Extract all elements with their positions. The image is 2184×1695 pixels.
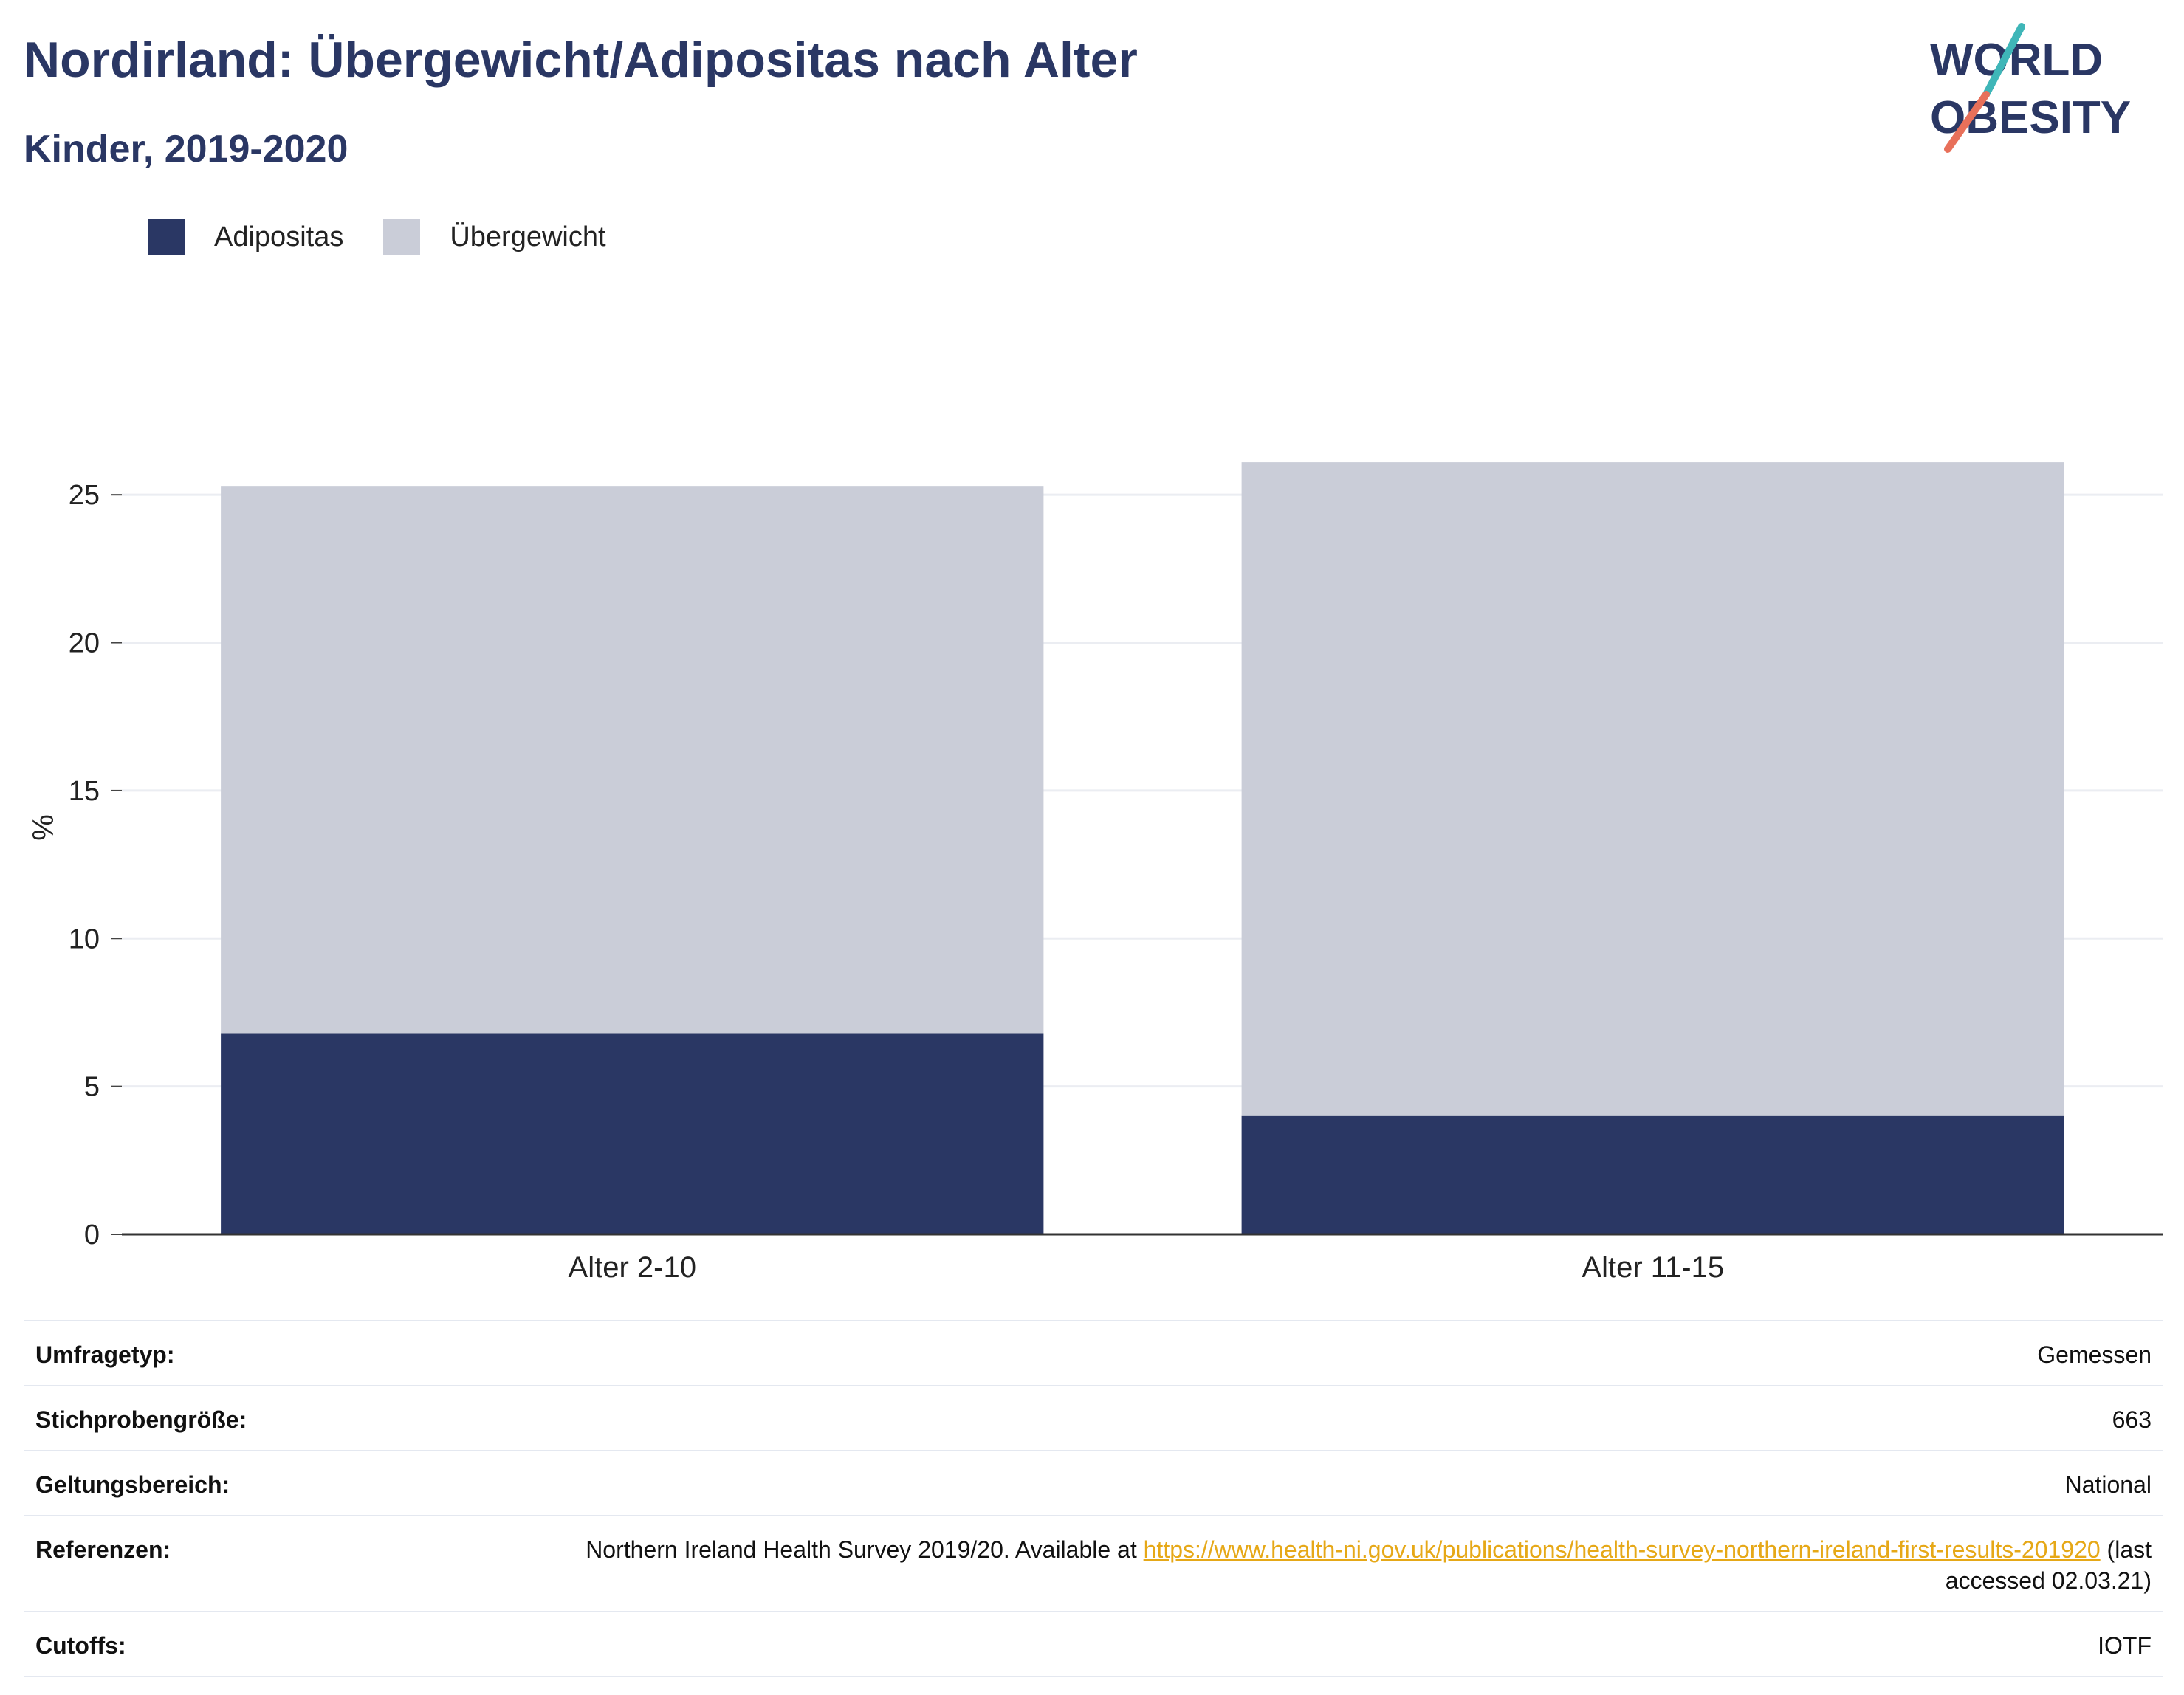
reference-link[interactable]: https://www.health-ni.gov.uk/publication… [1143, 1536, 2101, 1563]
x-tick-label: Alter 2-10 [569, 1251, 696, 1284]
info-value: Gemessen [2037, 1341, 2152, 1368]
y-tick-label: 25 [69, 480, 100, 511]
legend-swatch-uebergewicht [383, 219, 421, 255]
world-obesity-logo: WORLD OBESITY [1930, 23, 2131, 153]
survey-info-table: Umfragetyp: Gemessen Stichprobengröße: 6… [24, 1320, 2163, 1677]
bar-adipositas [1241, 1115, 2064, 1234]
legend-item-uebergewicht: Übergewicht [383, 219, 606, 255]
y-tick-label: 15 [69, 776, 100, 807]
info-key: Umfragetyp: [35, 1341, 175, 1368]
info-value: 663 [2112, 1406, 2152, 1433]
info-key: Geltungsbereich: [35, 1471, 230, 1498]
y-axis-label: % [27, 814, 60, 841]
info-row-cutoffs: Cutoffs: IOTF [24, 1611, 2163, 1677]
reference-text: Northern Ireland Health Survey 2019/20. … [586, 1536, 1144, 1563]
chart-legend: Adipositas Übergewicht [148, 219, 646, 255]
info-key: Stichprobengröße: [35, 1406, 247, 1433]
info-key: Cutoffs: [35, 1632, 126, 1659]
legend-swatch-adipositas [148, 219, 185, 255]
y-tick-label: 10 [69, 924, 100, 955]
logo-word-2: OBESITY [1930, 92, 2131, 143]
bar-uebergewicht [1241, 462, 2064, 1116]
stacked-bar-chart: 0 5 10 15 20 25% Alter 2-10 Alter 11-15 [27, 462, 2163, 1284]
y-tick-label: 5 [84, 1072, 100, 1103]
info-row-referenzen: Referenzen: Northern Ireland Health Surv… [24, 1515, 2163, 1611]
info-row-umfragetyp: Umfragetyp: Gemessen [24, 1320, 2163, 1385]
info-value: IOTF [2098, 1632, 2152, 1659]
legend-label-adipositas: Adipositas [214, 221, 344, 252]
info-value: Northern Ireland Health Survey 2019/20. … [527, 1534, 2152, 1596]
x-tick-label: Alter 11-15 [1582, 1251, 1724, 1284]
legend-label-uebergewicht: Übergewicht [450, 221, 606, 252]
info-key: Referenzen: [35, 1536, 171, 1563]
y-tick-label: 20 [69, 628, 100, 659]
chart-subtitle: Kinder, 2019-2020 [24, 128, 348, 171]
reference-accessed: (last accessed 02.03.21) [1945, 1536, 2152, 1594]
y-tick-label: 0 [84, 1220, 100, 1251]
legend-item-adipositas: Adipositas [148, 219, 343, 255]
bar-uebergewicht [221, 486, 1044, 1034]
bar-adipositas [221, 1033, 1044, 1234]
info-value: National [2064, 1471, 2152, 1498]
info-row-geltungsbereich: Geltungsbereich: National [24, 1450, 2163, 1515]
info-row-stichprobengroesse: Stichprobengröße: 663 [24, 1385, 2163, 1450]
chart-title: Nordirland: Übergewicht/Adipositas nach … [24, 32, 1138, 88]
